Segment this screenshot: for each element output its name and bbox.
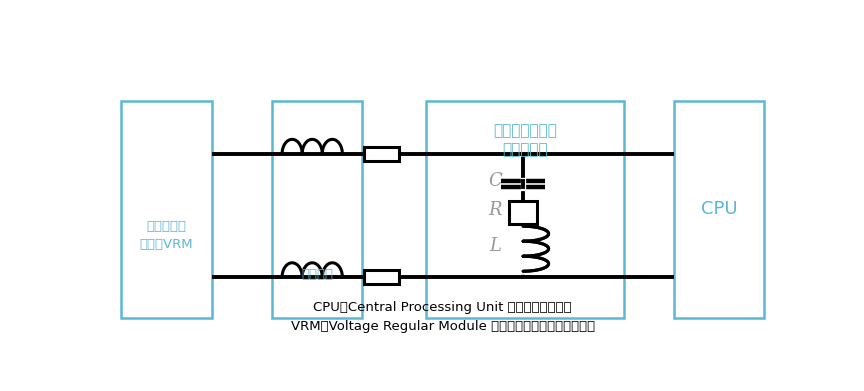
Text: 同期整流式
降圧型VRM: 同期整流式 降圧型VRM [140, 220, 194, 251]
Bar [272, 101, 363, 318]
Text: L: L [490, 237, 502, 255]
Text: CPU：Central Processing Unit 中央演算処理装置
VRM：Voltage Regular Module 電圧レギュレータモジュール: CPU：Central Processing Unit 中央演算処理装置 VRM… [291, 301, 594, 333]
Text: C: C [488, 172, 502, 190]
Text: R: R [488, 201, 502, 219]
Bar [121, 101, 212, 318]
Bar [509, 201, 537, 224]
Text: デカップリング
コンデンサ: デカップリング コンデンサ [492, 123, 556, 158]
Bar [364, 147, 398, 161]
Text: 接続配線: 接続配線 [302, 268, 334, 281]
Bar [426, 101, 624, 318]
Bar [364, 270, 398, 285]
Bar [674, 101, 765, 318]
Text: CPU: CPU [701, 201, 737, 219]
